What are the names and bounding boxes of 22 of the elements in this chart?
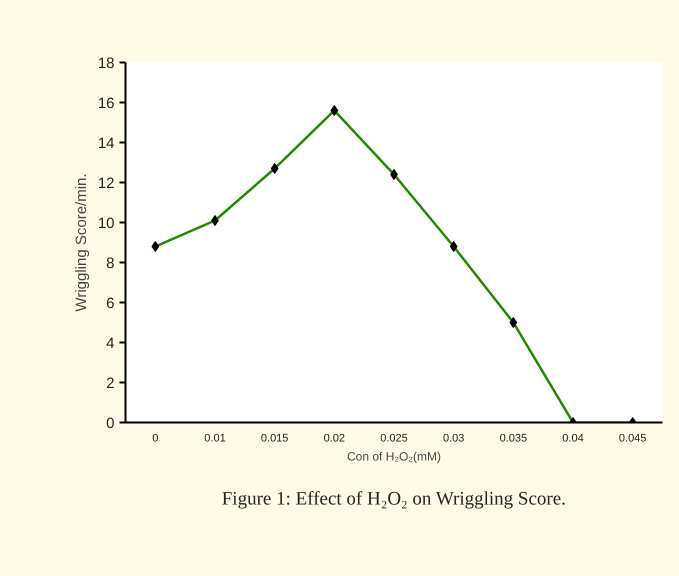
y-tick-label: 18 <box>98 55 115 72</box>
y-tick-label: 12 <box>98 175 115 192</box>
y-tick-label: 6 <box>106 295 114 312</box>
y-tick-label: 0 <box>106 415 114 432</box>
x-tick-label: 0.045 <box>618 432 646 444</box>
caption: Figure 1: Effect of H₂O₂ on Wriggling Score. <box>222 488 566 510</box>
y-tick-label: 10 <box>98 215 115 232</box>
x-tick-label: 0.02 <box>324 432 346 444</box>
y-tick-label: 2 <box>106 375 114 392</box>
y-tick-label: 14 <box>98 135 115 152</box>
x-tick-label: 0.04 <box>562 432 584 444</box>
x-axis-title: Con of H₂O₂(mM) <box>347 450 442 464</box>
x-tick-label: 0.03 <box>442 432 464 444</box>
x-tick-label: 0.015 <box>260 432 288 444</box>
y-tick-label: 16 <box>98 95 115 112</box>
y-axis-title: Wriggling Score/min. <box>72 173 90 312</box>
y-tick-label: 4 <box>106 335 114 352</box>
x-tick-label: 0.035 <box>500 432 528 444</box>
x-tick-label: 0.025 <box>380 432 408 444</box>
x-tick-label: 0 <box>152 432 158 444</box>
x-tick-label: 0.01 <box>204 432 226 444</box>
y-tick-label: 8 <box>106 255 114 272</box>
